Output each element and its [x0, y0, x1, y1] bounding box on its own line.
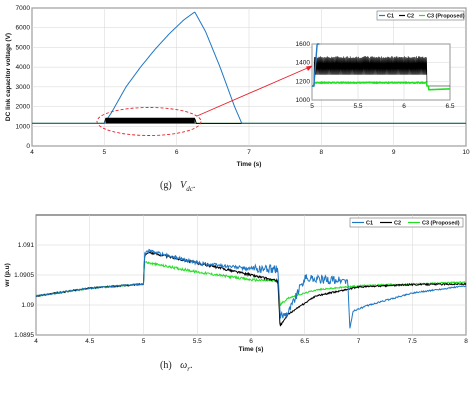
h-x-tick-label: 4: [34, 338, 38, 345]
inset-x-tick-label: 6: [402, 103, 406, 110]
g-x-tick-label: 7: [247, 149, 251, 156]
inset-chart: 5 5.5 6 6.5 1000 1200 1400 1600: [296, 41, 455, 110]
caption-h-suffix: .: [189, 360, 193, 371]
h-x-tick-label: 4.5: [85, 338, 94, 345]
caption-h-sub: r: [187, 365, 190, 373]
inset-series-c1-line: [312, 43, 320, 87]
inset-x-tick-label: 5.5: [353, 103, 362, 110]
g-series-c2-oscillation-band: [105, 117, 195, 124]
y-axis-label-h: wr (p.u): [4, 263, 11, 287]
zoom-ellipse: [96, 107, 202, 136]
g-x-tick-label: 6: [175, 149, 179, 156]
g-x-tick-label: 9: [392, 149, 396, 156]
g-x-tick-label: 10: [462, 149, 470, 156]
legend-label-c1: C1: [387, 14, 394, 20]
inset-y-tick-label: 1400: [296, 60, 311, 67]
caption-h-prefix: (h): [160, 360, 172, 371]
g-x-tick-label: 5: [103, 149, 107, 156]
h-x-tick-label: 8: [464, 338, 468, 345]
inset-y-tick-label: 1000: [296, 97, 311, 104]
h-x-tick-label: 5: [142, 338, 146, 345]
h-y-tick-label: 1.09: [21, 302, 34, 309]
legend-label-c3: C3 (Proposed): [422, 221, 460, 227]
caption-g-prefix: (g): [160, 180, 172, 191]
h-x-tick-label: 6: [249, 338, 253, 345]
legend-g: C1 C2 C3 (Proposed): [376, 10, 465, 21]
g-x-tick-label: 4: [30, 149, 34, 156]
h-x-tick-label: 5.5: [193, 338, 202, 345]
caption-g-suffix: .: [192, 180, 196, 191]
legend-label-c1: C1: [366, 221, 373, 227]
g-y-tick-label: 0: [26, 143, 30, 150]
g-y-tick-label: 5000: [16, 44, 31, 51]
inset-series-c3-line: [312, 80, 451, 91]
inset-x-tick-label: 6.5: [445, 103, 454, 110]
g-y-tick-label: 3000: [16, 84, 31, 91]
g-y-tick-label: 6000: [16, 25, 31, 32]
h-x-tick-label: 7.5: [408, 338, 417, 345]
h-series-c1-line: [35, 248, 467, 329]
h-y-tick-label: 1.0895: [14, 332, 34, 339]
x-axis-label-g: Time (s): [237, 161, 262, 168]
h-x-tick-label: 7: [357, 338, 361, 345]
g-y-tick-label: 4000: [16, 64, 31, 71]
inset-y-tick-label: 1200: [296, 78, 311, 85]
legend-label-c2: C2: [394, 221, 401, 227]
inset-x-tick-label: 5: [310, 103, 314, 110]
caption-g: (g) Vdc.: [160, 180, 195, 193]
caption-g-var: V: [180, 180, 187, 191]
h-y-tick-label: 1.091: [18, 242, 35, 249]
g-series-c1-line: [32, 11, 466, 124]
legend-label-c3: C3 (Proposed): [427, 14, 465, 20]
x-axis-label-h: Time (s): [239, 346, 264, 353]
g-y-tick-label: 2000: [16, 104, 31, 111]
inset-y-tick-label: 1600: [296, 41, 311, 48]
g-y-tick-label: 7000: [16, 5, 31, 12]
legend-label-c2: C2: [407, 14, 414, 20]
y-axis-label-g: DC link capacitor voltage (V): [5, 33, 12, 121]
legend-h: C1 C2 C3 (Proposed): [349, 217, 464, 228]
zoom-arrowhead: [306, 65, 313, 71]
zoom-arrow: [196, 65, 313, 117]
g-x-tick-label: 8: [320, 149, 324, 156]
g-y-tick-label: 1000: [16, 123, 31, 130]
caption-g-sub: dc: [186, 185, 193, 193]
h-y-tick-label: 1.0905: [14, 272, 34, 279]
caption-h: (h) ωr.: [160, 360, 192, 373]
chart-h: 4 4.5 5 5.5 6 6.5 7 7.5 8 1.0895 1.09 1.0905 1.091 C…: [4, 214, 468, 353]
caption-h-var: ω: [180, 360, 188, 371]
h-x-tick-label: 6.5: [300, 338, 309, 345]
